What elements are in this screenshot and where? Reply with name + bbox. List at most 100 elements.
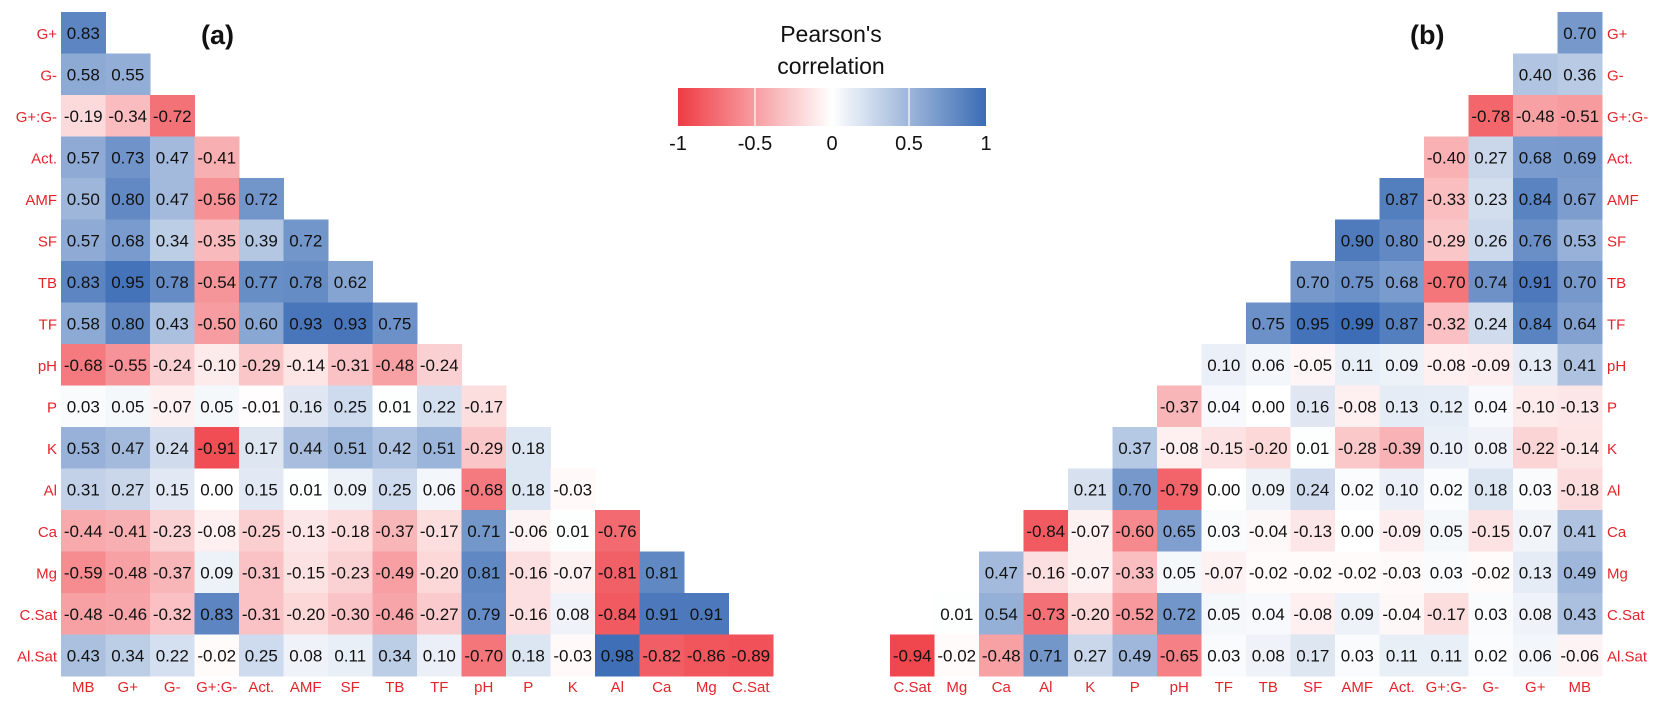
cell-value-label: 0.41 bbox=[1563, 522, 1596, 541]
heatmap-cell bbox=[1557, 593, 1603, 635]
x-tick-label: AMF bbox=[1341, 679, 1373, 696]
x-tick-label: pH bbox=[1170, 679, 1189, 696]
x-tick-label: pH bbox=[474, 679, 493, 696]
cell-value-label: -0.20 bbox=[286, 605, 325, 624]
heatmap-panel-a: 0.830.58 0.55-0.19 -0.34 -0.720.57 0.73 0.47-… bbox=[16, 12, 774, 696]
cell-value-label: -0.48 bbox=[982, 646, 1021, 665]
cell-value-label: 0.49 bbox=[1563, 563, 1596, 582]
heatmap-cell bbox=[1201, 551, 1247, 594]
heatmap-cell bbox=[1112, 551, 1158, 594]
cell-value-label: -0.39 bbox=[1382, 439, 1421, 458]
cell-value-label: 0.26 bbox=[1474, 231, 1507, 250]
cell-value-label: 0.91 bbox=[690, 605, 723, 624]
heatmap-cell bbox=[1379, 593, 1425, 635]
cell-value-label: 0.43 bbox=[67, 646, 100, 665]
heatmap-cell bbox=[1424, 427, 1469, 469]
heatmap-cell bbox=[239, 178, 284, 220]
cell-value-label: -0.84 bbox=[1026, 522, 1065, 541]
heatmap-cell bbox=[372, 593, 418, 635]
heatmap-cell bbox=[194, 427, 240, 469]
cell-value-label: -0.32 bbox=[1427, 314, 1466, 333]
heatmap-cell bbox=[417, 593, 462, 635]
heatmap-cell bbox=[1201, 344, 1247, 386]
heatmap-cell bbox=[150, 344, 195, 386]
heatmap-cell bbox=[1468, 219, 1514, 262]
cell-value-label: -0.48 bbox=[64, 605, 103, 624]
cell-value-label: -0.54 bbox=[197, 273, 236, 292]
heatmap-cell bbox=[1157, 551, 1202, 594]
x-tick-label: C.Sat bbox=[732, 679, 770, 696]
cell-value-label: -0.18 bbox=[1560, 480, 1599, 499]
heatmap-cell bbox=[150, 261, 195, 303]
cell-value-label: -0.51 bbox=[1560, 107, 1599, 126]
x-tick-label: Mg bbox=[946, 679, 967, 696]
cell-value-label: 0.75 bbox=[378, 314, 411, 333]
heatmap-cell bbox=[979, 634, 1024, 677]
x-tick-label: Al bbox=[611, 679, 624, 696]
cell-value-label: 0.04 bbox=[1252, 605, 1285, 624]
cell-value-label: 0.71 bbox=[467, 522, 500, 541]
y-tick-label: Ca bbox=[1607, 524, 1627, 541]
y-tick-label: Al bbox=[44, 482, 57, 499]
y-tick-label: Mg bbox=[1607, 565, 1628, 582]
heatmap-cell bbox=[61, 261, 106, 303]
heatmap-cell bbox=[194, 344, 240, 386]
cell-value-label: -0.37 bbox=[375, 522, 414, 541]
cell-value-label: -0.20 bbox=[1249, 439, 1288, 458]
cell-value-label: 0.01 bbox=[1296, 439, 1329, 458]
cell-value-label: -0.30 bbox=[331, 605, 370, 624]
heatmap-cell bbox=[328, 427, 373, 469]
heatmap-cell bbox=[1201, 468, 1247, 511]
cell-value-label: -0.60 bbox=[1115, 522, 1154, 541]
heatmap-cell bbox=[1335, 468, 1380, 511]
heatmap-cell bbox=[372, 302, 418, 345]
heatmap-cell bbox=[239, 385, 284, 428]
y-tick-label: G+:G- bbox=[1607, 109, 1648, 126]
cell-value-label: -0.79 bbox=[1160, 480, 1199, 499]
cell-value-label: 0.50 bbox=[67, 190, 100, 209]
y-tick-label: TF bbox=[39, 316, 57, 333]
cell-value-label: 0.27 bbox=[1074, 646, 1107, 665]
heatmap-cell bbox=[1290, 385, 1336, 428]
cell-value-label: 0.47 bbox=[985, 563, 1018, 582]
heatmap-cell bbox=[283, 468, 329, 511]
cell-value-label: -0.86 bbox=[687, 646, 726, 665]
heatmap-cell bbox=[1246, 593, 1291, 635]
cell-value-label: -0.09 bbox=[1471, 356, 1510, 375]
heatmap-cell bbox=[934, 634, 980, 677]
heatmap-cell bbox=[1023, 551, 1069, 594]
cell-value-label: 0.25 bbox=[378, 480, 411, 499]
cell-value-label: 0.09 bbox=[1252, 480, 1285, 499]
heatmap-cell bbox=[1424, 178, 1469, 220]
heatmap-cell bbox=[1246, 551, 1291, 594]
cell-value-label: 0.09 bbox=[1385, 356, 1418, 375]
heatmap-cell bbox=[61, 12, 106, 54]
heatmap-cell bbox=[239, 551, 284, 594]
cell-value-label: -0.02 bbox=[937, 646, 976, 665]
cell-value-label: 0.70 bbox=[1563, 273, 1596, 292]
cell-value-label: 0.08 bbox=[289, 646, 322, 665]
cell-value-label: 0.27 bbox=[111, 480, 144, 499]
cell-value-label: 0.15 bbox=[156, 480, 189, 499]
cell-value-label: -0.23 bbox=[153, 522, 192, 541]
heatmap-cell bbox=[1201, 634, 1247, 677]
cell-value-label: 0.40 bbox=[1519, 65, 1552, 84]
cell-value-label: 0.03 bbox=[1207, 522, 1240, 541]
x-tick-label: MB bbox=[1569, 679, 1592, 696]
legend-tick-label: 0.5 bbox=[895, 133, 923, 155]
heatmap-cell bbox=[194, 136, 240, 179]
heatmap-cell bbox=[550, 634, 596, 677]
heatmap-cell bbox=[1557, 12, 1603, 54]
cell-value-label: 0.01 bbox=[289, 480, 322, 499]
cell-value-label: -0.84 bbox=[598, 605, 637, 624]
cell-value-label: -0.03 bbox=[553, 646, 592, 665]
cell-value-label: 0.12 bbox=[1430, 397, 1463, 416]
cell-value-label: -0.65 bbox=[1160, 646, 1199, 665]
heatmap-cell bbox=[283, 510, 329, 552]
heatmap-cell bbox=[61, 95, 106, 137]
heatmap-cell bbox=[150, 178, 195, 220]
heatmap-cell bbox=[150, 593, 195, 635]
cell-value-label: 0.58 bbox=[67, 314, 100, 333]
cell-value-label: 0.13 bbox=[1519, 356, 1552, 375]
cell-value-label: 0.01 bbox=[378, 397, 411, 416]
